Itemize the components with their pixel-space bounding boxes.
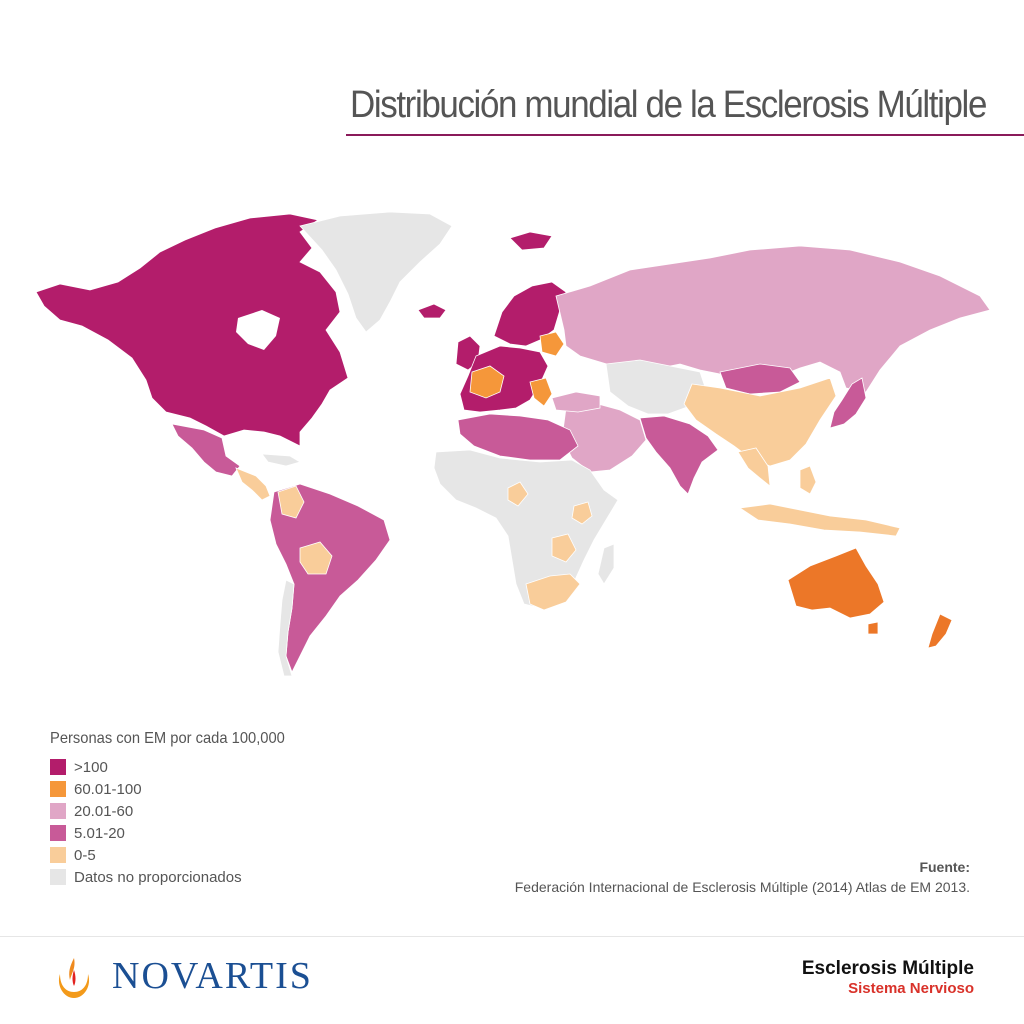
region-new-zealand: [927, 613, 953, 649]
legend-item-0-5: 0-5: [50, 844, 305, 866]
region-south-america: [269, 483, 391, 673]
legend-item-5-20: 5.01-20: [50, 822, 305, 844]
region-north-africa: [457, 413, 579, 461]
region-east-africa-pocket: [571, 501, 593, 525]
region-turkey: [551, 391, 601, 413]
region-mongolia: [719, 363, 801, 395]
legend-item-gt100: >100: [50, 756, 305, 778]
region-china: [683, 377, 837, 467]
legend-swatch: [50, 759, 66, 775]
world-map: [35, 211, 991, 677]
region-north-america: [35, 213, 349, 447]
footer-divider: [0, 936, 1024, 937]
region-australia: [787, 547, 885, 619]
region-central-america: [235, 467, 271, 501]
novartis-logo: NOVARTIS: [52, 952, 313, 1000]
legend-label: 5.01-20: [74, 824, 125, 842]
region-central-africa-pocket: [551, 533, 577, 563]
region-hudson-bay: [236, 310, 280, 350]
legend-swatch: [50, 803, 66, 819]
region-svalbard: [509, 231, 553, 251]
legend-label: >100: [74, 758, 108, 776]
legend-item-no-data: Datos no proporcionados: [50, 866, 305, 888]
region-madagascar: [597, 543, 615, 585]
logo-text: NOVARTIS: [112, 955, 313, 997]
region-balkans: [529, 377, 553, 407]
region-west-africa-pocket: [507, 481, 529, 507]
brand-title: Esclerosis Múltiple: [801, 958, 974, 979]
region-mexico: [171, 423, 241, 477]
region-colombia: [277, 485, 305, 519]
region-india: [639, 415, 719, 495]
legend-swatch: [50, 825, 66, 841]
region-poland: [539, 331, 565, 357]
legend-item-20-60: 20.01-60: [50, 800, 305, 822]
source-note: Fuente: Federación Internacional de Escl…: [515, 857, 970, 897]
flame-icon: [58, 958, 90, 998]
region-philippines: [799, 465, 817, 495]
region-greenland: [299, 211, 453, 333]
region-chile: [277, 579, 295, 677]
region-france: [469, 365, 505, 399]
region-iceland: [417, 303, 447, 319]
legend-swatch: [50, 847, 66, 863]
region-indonesia: [738, 503, 901, 537]
region-caribbean: [261, 453, 301, 467]
source-label: Fuente:: [919, 859, 970, 875]
legend-title: Personas con EM por cada 100,000: [50, 730, 285, 747]
region-southern-africa: [525, 573, 581, 611]
legend-label: Datos no proporcionados: [74, 868, 242, 886]
source-text: Federación Internacional de Esclerosis M…: [514, 879, 970, 895]
legend-label: 60.01-100: [74, 780, 142, 798]
legend-swatch: [50, 869, 66, 885]
map-legend: Personas con EM por cada 100,000 >100 60…: [50, 730, 305, 888]
legend-swatch: [50, 781, 66, 797]
legend-item-60-100: 60.01-100: [50, 778, 305, 800]
title-underline: [346, 134, 1024, 136]
brand-subtitle: Sistema Nervioso: [848, 980, 974, 997]
page-title: Distribución mundial de la Esclerosis Mú…: [350, 84, 987, 126]
region-tasmania: [867, 621, 879, 635]
brand-block: Esclerosis Múltiple Sistema Nervioso: [802, 958, 974, 997]
region-bolivia: [299, 541, 333, 575]
legend-label: 0-5: [74, 846, 96, 864]
region-southeast-asia: [737, 447, 771, 487]
legend-label: 20.01-60: [74, 802, 134, 820]
region-japan: [829, 377, 867, 429]
